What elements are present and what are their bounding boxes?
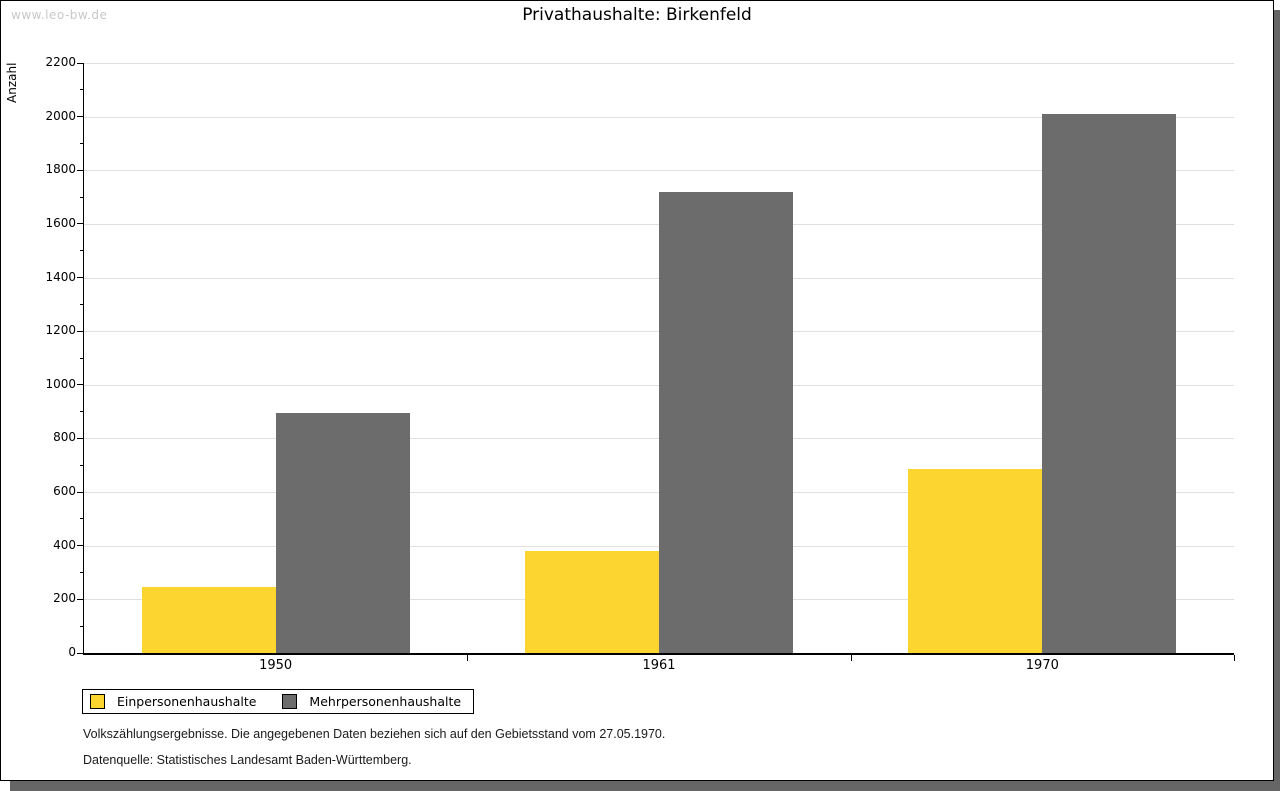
legend-swatch-einpersonenhaushalte <box>90 694 105 709</box>
y-tick-2000 <box>77 116 84 118</box>
bar-einpersonenhaushalte-1970 <box>908 469 1043 653</box>
y-tick-label-1200: 1200 <box>45 323 76 338</box>
x-label-1950: 1950 <box>259 658 293 673</box>
bar-einpersonenhaushalte-1950 <box>141 587 276 653</box>
y-tick-1000 <box>77 384 84 386</box>
y-tick-600 <box>77 491 84 493</box>
y-tick-label-200: 200 <box>53 591 76 606</box>
y-tick-label-800: 800 <box>53 430 76 445</box>
y-minor-tick-1300 <box>80 303 84 305</box>
y-tick-label-2000: 2000 <box>45 108 76 123</box>
y-minor-tick-700 <box>80 464 84 466</box>
y-tick-label-1400: 1400 <box>45 269 76 284</box>
legend: Einpersonenhaushalte Mehrpersonenhaushal… <box>82 689 475 714</box>
y-tick-800 <box>77 437 84 439</box>
bar-einpersonenhaushalte-1961 <box>525 551 659 653</box>
y-tick-label-1600: 1600 <box>45 215 76 230</box>
y-minor-tick-500 <box>80 518 84 520</box>
bar-mehrpersonenhaushalte-1970 <box>1042 113 1177 653</box>
y-tick-1400 <box>77 277 84 279</box>
y-tick-label-600: 600 <box>53 484 76 499</box>
y-minor-tick-1900 <box>80 142 84 144</box>
y-minor-tick-300 <box>80 572 84 574</box>
watermark: www.leo-bw.de <box>11 8 108 22</box>
legend-label-mehrpersonenhaushalte: Mehrpersonenhaushalte <box>309 694 462 709</box>
plot-area: 0 200 400 600 800 1000 1200 1400 1600 1800 2000 220… <box>45 55 1235 673</box>
y-tick-2200 <box>77 62 84 64</box>
y-tick-label-2200: 2200 <box>45 55 76 69</box>
x-label-1961: 1961 <box>642 658 676 673</box>
y-minor-tick-1500 <box>80 250 84 252</box>
y-tick-1200 <box>77 330 84 332</box>
y-minor-tick-2100 <box>80 89 84 91</box>
y-tick-200 <box>77 598 84 600</box>
footnote-data-source: Datenquelle: Statistisches Landesamt Bad… <box>83 753 412 767</box>
gridline-2000 <box>84 116 1234 118</box>
y-tick-label-400: 400 <box>53 537 76 552</box>
y-tick-1800 <box>77 169 84 171</box>
x-label-1970: 1970 <box>1025 658 1059 673</box>
legend-swatch-mehrpersonenhaushalte <box>282 694 298 709</box>
y-tick-label-1000: 1000 <box>45 376 76 391</box>
y-minor-tick-1700 <box>80 196 84 198</box>
y-minor-tick-100 <box>80 625 84 627</box>
bar-mehrpersonenhaushalte-1961 <box>659 191 793 653</box>
x-tick-3 <box>1234 655 1235 661</box>
y-tick-400 <box>77 545 84 547</box>
bar-mehrpersonenhaushalte-1950 <box>275 412 410 653</box>
x-tick-2 <box>850 655 852 661</box>
y-minor-tick-900 <box>80 411 84 413</box>
gridline-2200 <box>84 63 1234 64</box>
y-tick-label-1800: 1800 <box>45 162 76 177</box>
footnote-source-note: Volkszählungsergebnisse. Die angegebenen… <box>83 727 666 741</box>
y-axis-title: Anzahl <box>5 62 19 103</box>
chart-title: Privathaushalte: Birkenfeld <box>522 5 752 25</box>
y-tick-0 <box>77 652 84 654</box>
x-tick-1 <box>467 655 469 661</box>
y-tick-1600 <box>77 223 84 225</box>
gridline-1800 <box>84 170 1234 172</box>
y-minor-tick-1100 <box>80 357 84 359</box>
legend-label-einpersonenhaushalte: Einpersonenhaushalte <box>117 694 257 709</box>
y-tick-label-0: 0 <box>68 645 76 659</box>
